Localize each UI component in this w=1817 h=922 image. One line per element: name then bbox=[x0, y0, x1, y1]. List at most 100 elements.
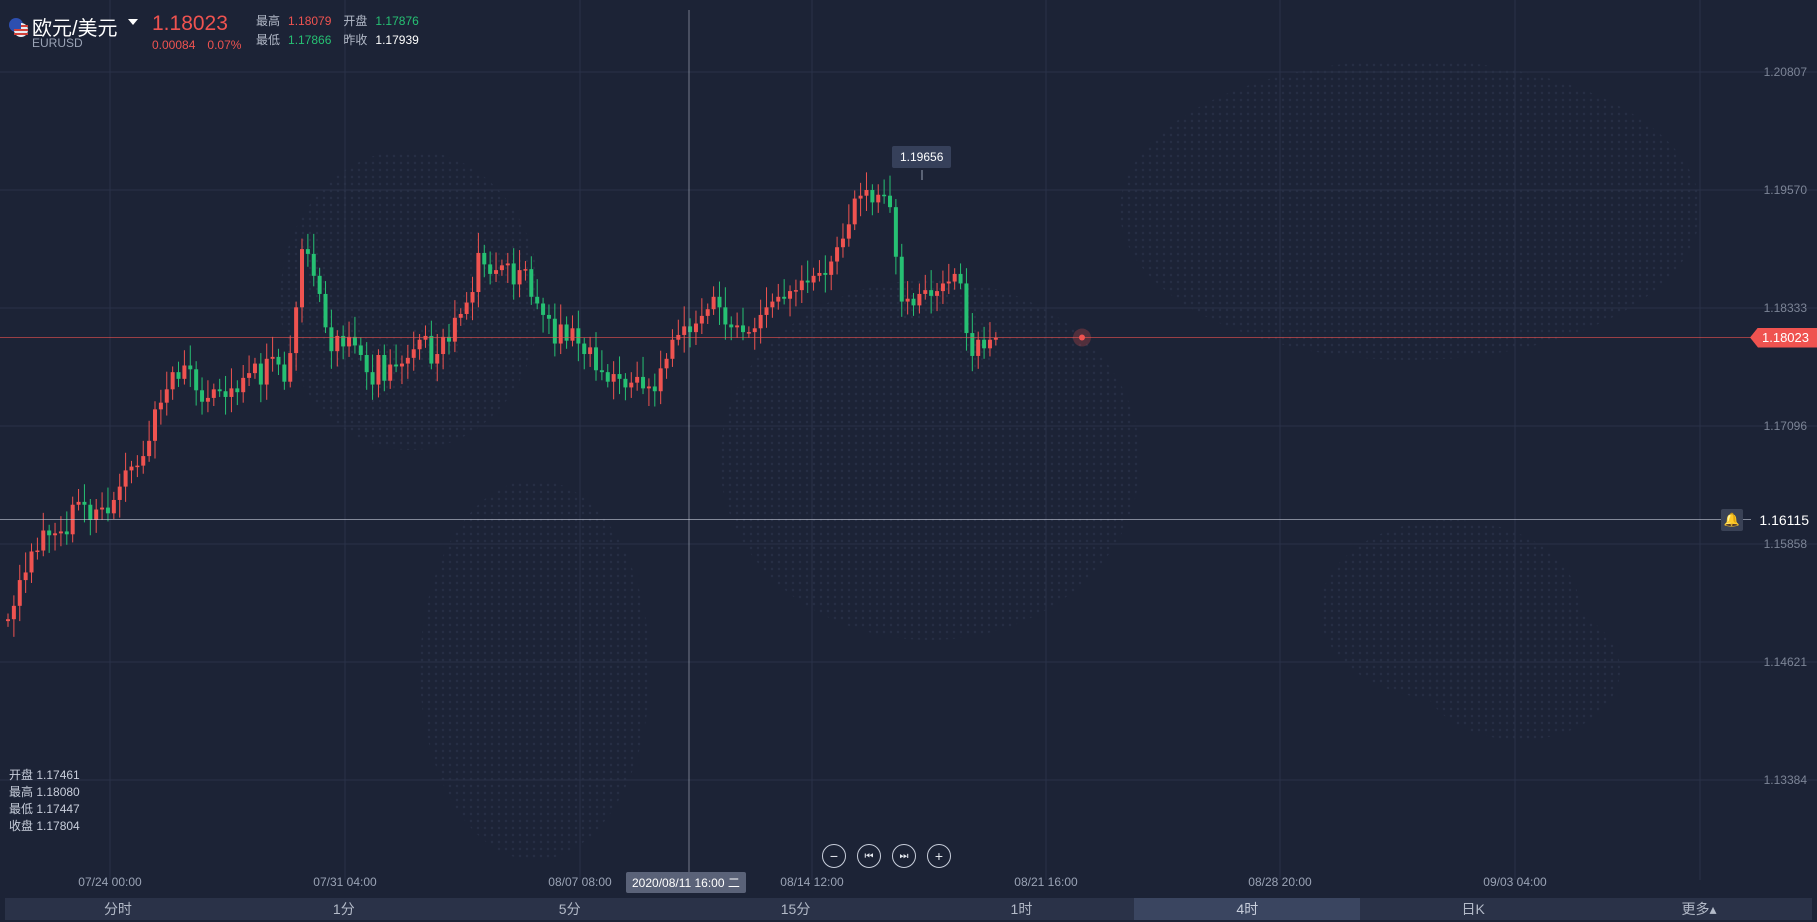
candle-body bbox=[835, 247, 840, 262]
prev-button[interactable]: ⏮ bbox=[857, 844, 881, 868]
candle-body bbox=[764, 307, 769, 315]
candle-body bbox=[870, 189, 875, 203]
candle-body bbox=[211, 389, 216, 398]
candle-body bbox=[194, 369, 199, 391]
candle-body bbox=[347, 336, 352, 347]
candle-body bbox=[852, 198, 857, 225]
candle-body bbox=[629, 382, 634, 388]
tab-4hour[interactable]: 4时 bbox=[1134, 898, 1361, 920]
zoom-in-button[interactable]: + bbox=[927, 844, 951, 868]
high-value: 1.18079 bbox=[288, 14, 332, 28]
candle-body bbox=[952, 273, 957, 282]
candle-body bbox=[982, 339, 987, 349]
candle-body bbox=[635, 376, 640, 383]
candle-body bbox=[352, 336, 357, 346]
last-price-tag: 1.18023 bbox=[1750, 327, 1817, 348]
candle-body bbox=[805, 280, 810, 283]
candle-body bbox=[447, 336, 451, 342]
x-tick-label: 07/31 04:00 bbox=[313, 875, 377, 889]
tab-5min[interactable]: 5分 bbox=[558, 901, 581, 917]
candle-body bbox=[658, 368, 663, 392]
candle-body bbox=[529, 269, 534, 297]
low-label: 最低 bbox=[256, 33, 281, 47]
candle-body bbox=[494, 270, 499, 274]
candle-body bbox=[294, 307, 299, 354]
candle-body bbox=[511, 263, 516, 285]
instrument-dropdown-icon[interactable] bbox=[128, 19, 138, 25]
candle-body bbox=[235, 388, 240, 393]
low-value: 1.17866 bbox=[288, 33, 332, 47]
candle-body bbox=[370, 372, 375, 385]
candle-body bbox=[911, 298, 916, 306]
candle-body bbox=[893, 207, 898, 257]
quote-stats: 最高 1.18079 开盘 1.17876 最低 1.17866 昨收 1.17939 bbox=[256, 12, 431, 50]
y-tick-label: 1.13384 bbox=[1764, 773, 1808, 787]
candle-body bbox=[993, 337, 998, 340]
candle-body bbox=[523, 269, 528, 271]
change-percent: 0.07% bbox=[207, 38, 242, 52]
candle-body bbox=[646, 386, 651, 389]
candle-body bbox=[741, 325, 745, 333]
candle-body bbox=[88, 504, 93, 520]
candle-body bbox=[482, 252, 487, 265]
bell-icon[interactable]: 🔔 bbox=[1721, 508, 1743, 531]
candle-body bbox=[82, 501, 87, 505]
candle-body bbox=[935, 291, 940, 296]
candle-body bbox=[105, 507, 110, 514]
next-button[interactable]: ⏭ bbox=[892, 844, 916, 868]
tab-1hour[interactable]: 1时 bbox=[1010, 901, 1033, 917]
candle-body bbox=[811, 275, 816, 283]
candle-body bbox=[252, 363, 257, 374]
candle-body bbox=[758, 314, 763, 329]
candle-body bbox=[94, 509, 99, 520]
candle-body bbox=[617, 374, 622, 379]
y-tick-label: 1.14621 bbox=[1764, 655, 1808, 669]
instrument-code: EURUSD bbox=[32, 36, 83, 50]
candle-body bbox=[564, 324, 569, 341]
candle-body bbox=[917, 293, 922, 306]
candlestick-chart[interactable]: 1.20807 1.19570 1.18333 1.17096 1.15858 1.146… bbox=[0, 0, 1817, 895]
tab-daily[interactable]: 日K bbox=[1461, 901, 1485, 917]
tab-1min[interactable]: 1分 bbox=[332, 901, 355, 917]
open-value: 1.17876 bbox=[375, 14, 419, 28]
candle-body bbox=[35, 550, 40, 553]
candle-body bbox=[476, 252, 481, 293]
tab-more[interactable]: 更多▴ bbox=[1681, 901, 1717, 917]
candle-body bbox=[546, 314, 551, 319]
candle-body bbox=[752, 328, 757, 333]
map-texture-0 bbox=[280, 150, 540, 450]
instrument-name[interactable]: 欧元/美元 bbox=[32, 18, 118, 40]
alert-price-tag[interactable]: 1.16115 bbox=[1751, 509, 1817, 530]
ohlc-high: 最高 1.18080 bbox=[9, 785, 80, 799]
candle-body bbox=[535, 296, 540, 304]
candle-body bbox=[970, 333, 975, 356]
tab-15min[interactable]: 15分 bbox=[780, 901, 811, 917]
candle-body bbox=[711, 296, 716, 310]
price-chart[interactable]: 1.20807 1.19570 1.18333 1.17096 1.15858 1.146… bbox=[0, 0, 1817, 895]
candle-body bbox=[23, 572, 28, 581]
ohlc-open: 开盘 1.17461 bbox=[9, 768, 80, 782]
ohlc-low: 最低 1.17447 bbox=[9, 802, 80, 816]
candle-body bbox=[946, 281, 951, 284]
candle-body bbox=[264, 358, 269, 385]
y-tick-label: 1.17096 bbox=[1764, 419, 1808, 433]
x-tick-label: 07/24 00:00 bbox=[78, 875, 142, 889]
candle-body bbox=[611, 374, 616, 382]
candle-body bbox=[623, 378, 628, 388]
candle-body bbox=[723, 307, 728, 325]
candle-body bbox=[276, 356, 281, 365]
candle-body bbox=[247, 373, 252, 378]
candle-body bbox=[899, 256, 904, 302]
candle-body bbox=[123, 470, 128, 487]
candle-body bbox=[200, 390, 205, 402]
candle-body bbox=[964, 283, 969, 334]
candle-body bbox=[399, 363, 404, 367]
candle-body bbox=[129, 466, 134, 471]
candle-body bbox=[976, 339, 981, 356]
candle-body bbox=[64, 531, 69, 535]
zoom-out-button[interactable]: − bbox=[822, 844, 846, 868]
candle-body bbox=[470, 292, 475, 303]
map-texture-2 bbox=[720, 280, 1140, 640]
tab-timeshare[interactable]: 分时 bbox=[103, 901, 132, 917]
candle-body bbox=[11, 605, 16, 620]
